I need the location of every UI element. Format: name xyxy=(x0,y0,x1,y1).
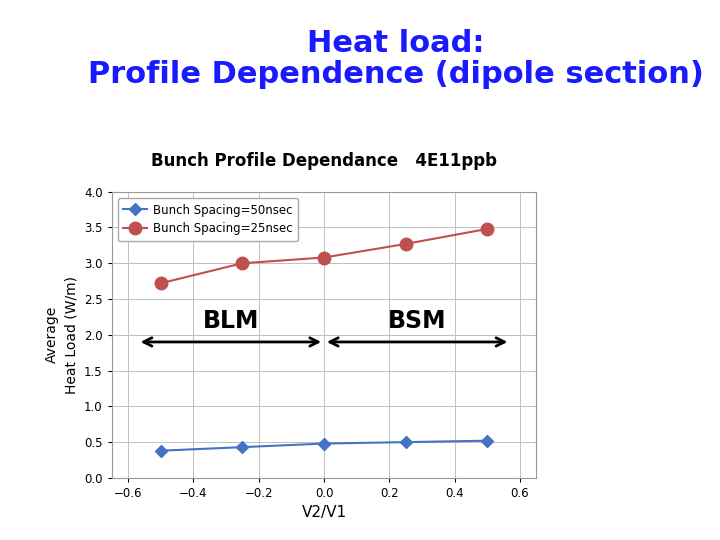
Text: Heat load:: Heat load: xyxy=(307,29,485,58)
Legend: Bunch Spacing=50nsec, Bunch Spacing=25nsec: Bunch Spacing=50nsec, Bunch Spacing=25ns… xyxy=(117,198,299,241)
Bunch Spacing=25nsec xyxy=(401,241,410,247)
Text: Bunch Profile Dependance   4E11ppb: Bunch Profile Dependance 4E11ppb xyxy=(151,152,497,170)
Line: Bunch Spacing=50nsec: Bunch Spacing=50nsec xyxy=(156,436,492,455)
Text: BSM: BSM xyxy=(388,309,446,333)
X-axis label: V2/V1: V2/V1 xyxy=(302,505,346,521)
Bunch Spacing=50nsec xyxy=(401,439,410,446)
Text: CERN: CERN xyxy=(25,49,54,59)
Text: BLM: BLM xyxy=(203,309,259,333)
Bunch Spacing=25nsec xyxy=(238,260,247,266)
Bunch Spacing=25nsec xyxy=(483,226,492,232)
Bunch Spacing=50nsec xyxy=(238,444,247,450)
Bunch Spacing=25nsec xyxy=(156,280,165,287)
Bunch Spacing=50nsec xyxy=(483,437,492,444)
Bunch Spacing=25nsec xyxy=(320,254,328,261)
Text: Profile Dependence (dipole section): Profile Dependence (dipole section) xyxy=(88,60,704,89)
Line: Bunch Spacing=25nsec: Bunch Spacing=25nsec xyxy=(154,222,494,289)
Bunch Spacing=50nsec xyxy=(320,440,328,447)
Y-axis label: Average
Heat Load (W/m): Average Heat Load (W/m) xyxy=(45,276,78,394)
Bunch Spacing=50nsec xyxy=(156,448,165,454)
